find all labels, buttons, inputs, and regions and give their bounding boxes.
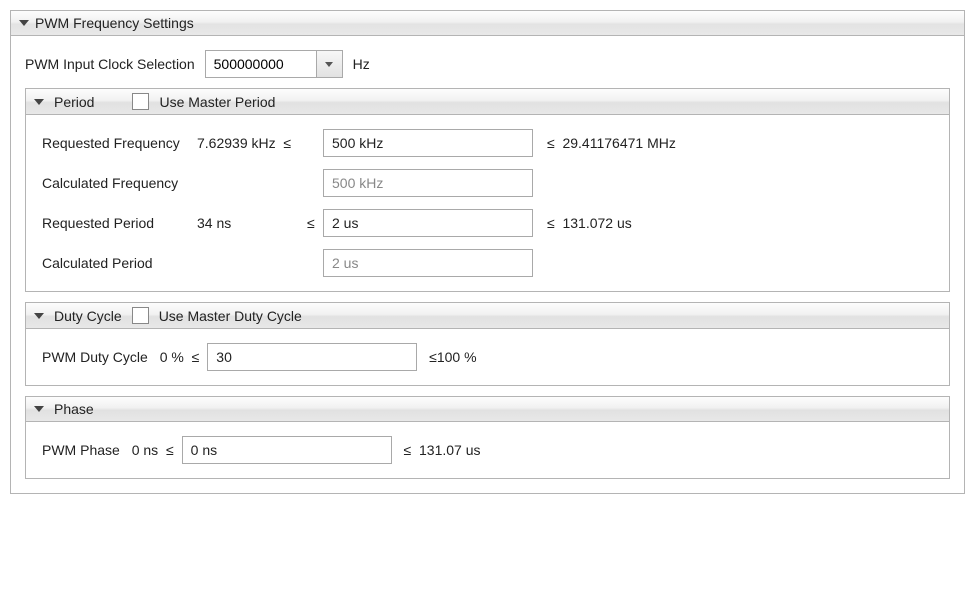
phase-label: PWM Phase (42, 442, 120, 458)
panel-header[interactable]: PWM Frequency Settings (11, 11, 964, 36)
phase-row: PWM Phase 0 ns ≤ ≤ 131.07 us (42, 436, 933, 464)
use-master-duty-checkbox[interactable] (132, 307, 149, 324)
req-period-min: 34 ns (197, 215, 231, 231)
phase-panel: Phase PWM Phase 0 ns ≤ ≤ 131.07 us (25, 396, 950, 479)
req-period-max: 131.072 us (562, 215, 631, 231)
duty-cycle-header[interactable]: Duty Cycle Use Master Duty Cycle (26, 303, 949, 329)
use-master-period-checkbox[interactable] (132, 93, 149, 110)
use-master-duty-label: Use Master Duty Cycle (159, 308, 302, 324)
clock-row: PWM Input Clock Selection Hz (25, 50, 950, 78)
phase-title: Phase (54, 401, 94, 417)
pwm-frequency-settings-panel: PWM Frequency Settings PWM Input Clock S… (10, 10, 965, 494)
phase-max: 131.07 us (419, 442, 481, 458)
requested-period-label: Requested Period (42, 215, 197, 231)
requested-period-row: Requested Period 34 ns ≤ ≤ 131.072 us (42, 209, 933, 237)
calculated-frequency-row: Calculated Frequency (42, 169, 933, 197)
clock-label: PWM Input Clock Selection (25, 56, 195, 72)
requested-period-input[interactable] (323, 209, 533, 237)
phase-body: PWM Phase 0 ns ≤ ≤ 131.07 us (26, 422, 949, 478)
phase-header[interactable]: Phase (26, 397, 949, 422)
duty-cycle-panel: Duty Cycle Use Master Duty Cycle PWM Dut… (25, 302, 950, 386)
calculated-period-label: Calculated Period (42, 255, 197, 271)
disclosure-icon (34, 406, 44, 412)
period-body: Requested Frequency 7.62939 kHz ≤ ≤ 29.4… (26, 115, 949, 291)
clock-unit: Hz (353, 56, 370, 72)
duty-cycle-body: PWM Duty Cycle 0 % ≤ ≤100 % (26, 329, 949, 385)
requested-frequency-input[interactable] (323, 129, 533, 157)
duty-max: 100 % (437, 349, 477, 365)
phase-input[interactable] (182, 436, 392, 464)
calculated-period-row: Calculated Period (42, 249, 933, 277)
period-panel: Period Use Master Period Requested Frequ… (25, 88, 950, 292)
clock-combo[interactable] (205, 50, 343, 78)
period-header[interactable]: Period Use Master Period (26, 89, 949, 115)
panel-title: PWM Frequency Settings (35, 15, 194, 31)
clock-dropdown-button[interactable] (316, 51, 342, 77)
chevron-down-icon (325, 62, 333, 67)
req-freq-max: 29.41176471 MHz (562, 135, 675, 151)
calculated-frequency-output (323, 169, 533, 197)
requested-frequency-row: Requested Frequency 7.62939 kHz ≤ ≤ 29.4… (42, 129, 933, 157)
clock-input[interactable] (206, 51, 316, 77)
duty-cycle-title: Duty Cycle (54, 308, 122, 324)
phase-min: 0 ns (132, 442, 158, 458)
calculated-period-output (323, 249, 533, 277)
duty-cycle-row: PWM Duty Cycle 0 % ≤ ≤100 % (42, 343, 933, 371)
use-master-period-label: Use Master Period (159, 94, 275, 110)
duty-cycle-label: PWM Duty Cycle (42, 349, 148, 365)
disclosure-icon (34, 313, 44, 319)
calculated-frequency-label: Calculated Frequency (42, 175, 197, 191)
duty-cycle-input[interactable] (207, 343, 417, 371)
period-title: Period (54, 94, 94, 110)
requested-frequency-label: Requested Frequency (42, 135, 197, 151)
duty-min: 0 % (160, 349, 184, 365)
disclosure-icon (19, 20, 29, 26)
disclosure-icon (34, 99, 44, 105)
panel-body: PWM Input Clock Selection Hz Period Use … (11, 36, 964, 493)
req-freq-min: 7.62939 kHz (197, 135, 276, 151)
